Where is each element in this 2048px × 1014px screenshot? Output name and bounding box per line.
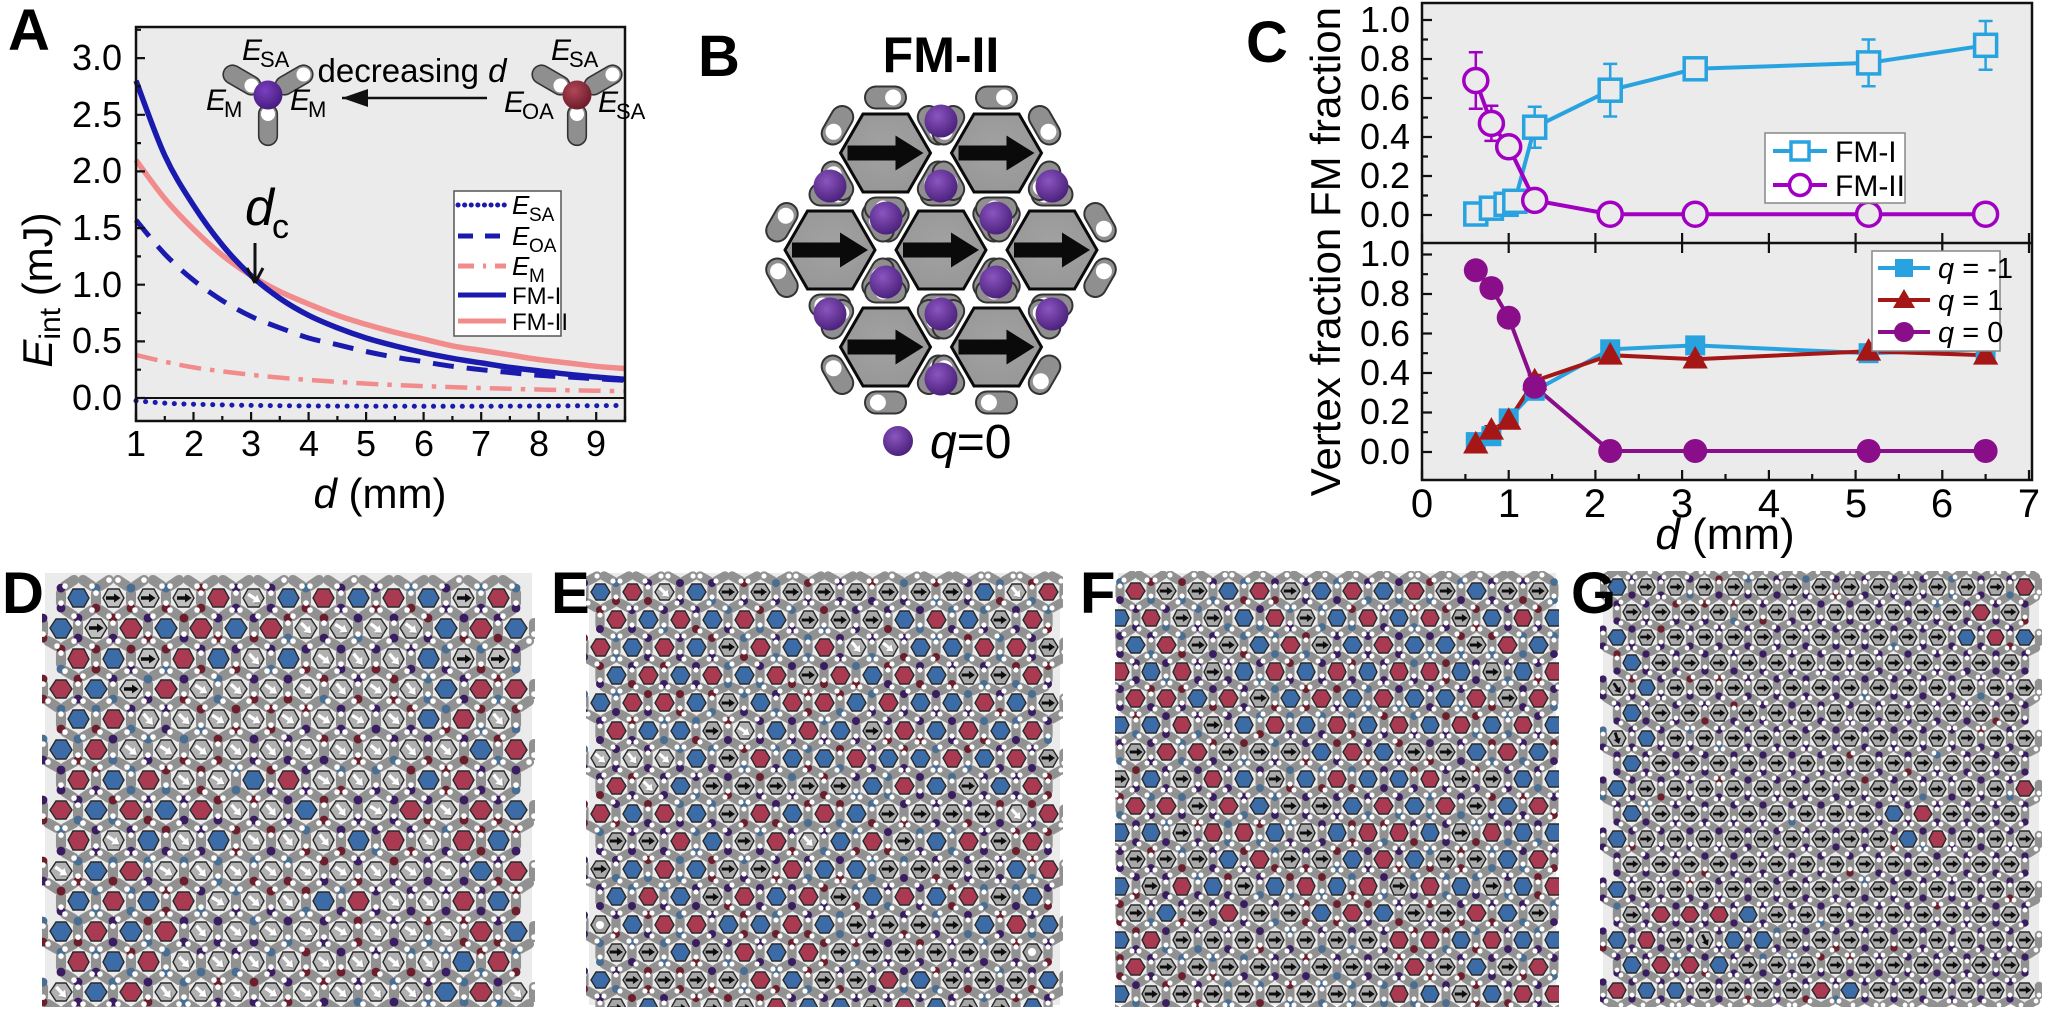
svg-text:1.5: 1.5 xyxy=(72,207,122,248)
svg-text:A: A xyxy=(8,0,50,63)
svg-text:E: E xyxy=(551,561,590,626)
svg-text:SA: SA xyxy=(529,205,555,226)
svg-text:q=0: q=0 xyxy=(930,416,1011,469)
svg-text:8: 8 xyxy=(529,423,549,464)
svg-text:7: 7 xyxy=(2018,482,2040,526)
svg-text:3.0: 3.0 xyxy=(72,37,122,78)
svg-text:0.8: 0.8 xyxy=(1360,273,1410,314)
svg-text:9: 9 xyxy=(586,423,606,464)
svg-text:0.4: 0.4 xyxy=(1360,116,1410,157)
svg-text:0.0: 0.0 xyxy=(1360,194,1410,235)
svg-text:G: G xyxy=(1571,561,1616,626)
svg-text:OA: OA xyxy=(522,99,554,124)
svg-text:SA: SA xyxy=(616,99,646,124)
svg-text:F: F xyxy=(1080,561,1115,626)
svg-text:d: d xyxy=(245,179,276,237)
svg-text:2: 2 xyxy=(1584,482,1606,526)
svg-text:4: 4 xyxy=(299,423,319,464)
svg-text:M: M xyxy=(529,266,545,287)
svg-text:1.0: 1.0 xyxy=(72,264,122,305)
svg-text:0.6: 0.6 xyxy=(1360,313,1410,354)
svg-text:1.0: 1.0 xyxy=(1360,233,1410,274)
svg-text:d (mm): d (mm) xyxy=(314,470,447,517)
svg-text:0.2: 0.2 xyxy=(1360,155,1410,196)
svg-text:M: M xyxy=(224,97,242,122)
svg-text:q = 1: q = 1 xyxy=(1938,285,2003,317)
svg-text:E: E xyxy=(512,190,530,220)
svg-text:5: 5 xyxy=(356,423,376,464)
svg-text:E: E xyxy=(598,86,619,119)
svg-text:E: E xyxy=(551,34,572,67)
svg-text:q = 0: q = 0 xyxy=(1938,317,2003,349)
svg-text:D: D xyxy=(2,561,44,626)
svg-text:6: 6 xyxy=(1931,482,1953,526)
svg-text:E: E xyxy=(512,251,530,281)
svg-text:0.8: 0.8 xyxy=(1360,38,1410,79)
svg-text:0.0: 0.0 xyxy=(1360,431,1410,472)
svg-text:2: 2 xyxy=(184,423,204,464)
svg-text:SA: SA xyxy=(569,47,599,72)
svg-text:d (mm): d (mm) xyxy=(1655,510,1794,559)
svg-text:0.6: 0.6 xyxy=(1360,77,1410,118)
svg-text:5: 5 xyxy=(1845,482,1867,526)
svg-text:6: 6 xyxy=(414,423,434,464)
svg-text:7: 7 xyxy=(471,423,491,464)
svg-text:0.2: 0.2 xyxy=(1360,391,1410,432)
svg-text:FM-I: FM-I xyxy=(512,283,561,310)
svg-text:M: M xyxy=(308,97,326,122)
svg-text:FM-II: FM-II xyxy=(1835,170,1905,203)
svg-text:q = -1: q = -1 xyxy=(1938,253,2013,285)
svg-text:3: 3 xyxy=(1671,482,1693,526)
svg-text:FM-II: FM-II xyxy=(883,27,1000,83)
svg-text:0.5: 0.5 xyxy=(72,320,122,361)
svg-text:0: 0 xyxy=(1411,482,1433,526)
svg-text:Vertex fraction: Vertex fraction xyxy=(1302,228,1349,496)
svg-text:2.5: 2.5 xyxy=(72,94,122,135)
svg-text:0.4: 0.4 xyxy=(1360,352,1410,393)
svg-text:E: E xyxy=(512,221,530,251)
svg-text:1: 1 xyxy=(126,423,146,464)
svg-text:B: B xyxy=(698,24,740,89)
svg-text:OA: OA xyxy=(529,236,557,257)
svg-text:decreasing d: decreasing d xyxy=(318,52,509,89)
svg-text:1: 1 xyxy=(1498,482,1520,526)
svg-text:c: c xyxy=(272,208,289,246)
svg-text:FM fraction: FM fraction xyxy=(1302,7,1349,217)
svg-text:2.0: 2.0 xyxy=(72,150,122,191)
svg-text:SA: SA xyxy=(260,47,290,72)
svg-text:E: E xyxy=(504,86,525,119)
svg-text:FM-II: FM-II xyxy=(512,309,568,336)
svg-text:1.0: 1.0 xyxy=(1360,0,1410,40)
svg-text:E: E xyxy=(206,84,227,117)
svg-text:E: E xyxy=(290,84,311,117)
svg-text:C: C xyxy=(1246,10,1288,75)
svg-text:E: E xyxy=(242,34,263,67)
svg-text:Eint (mJ): Eint (mJ) xyxy=(14,212,67,367)
svg-text:FM-I: FM-I xyxy=(1835,136,1897,169)
svg-text:4: 4 xyxy=(1758,482,1780,526)
svg-text:0.0: 0.0 xyxy=(72,377,122,418)
svg-text:3: 3 xyxy=(241,423,261,464)
